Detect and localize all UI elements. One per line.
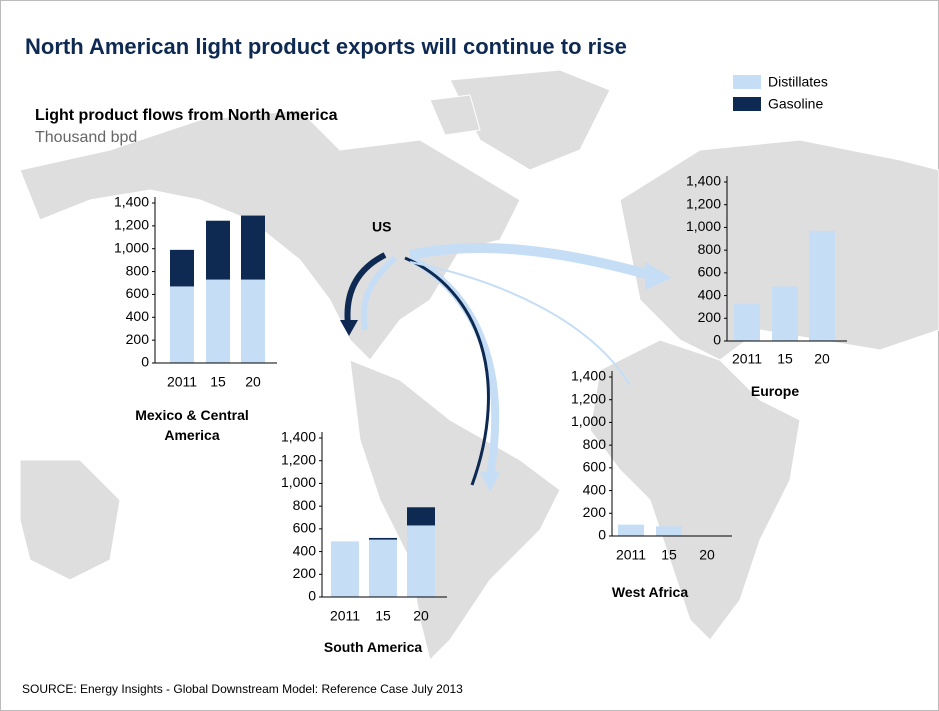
bar-segment	[206, 220, 230, 280]
x-tick-label: 20	[413, 608, 429, 624]
region-label: West Africa	[611, 584, 689, 600]
y-tick-label: 1,200	[281, 451, 316, 467]
arrow-west-africa	[409, 261, 631, 386]
bar-segment	[170, 249, 194, 287]
arrow-head	[480, 472, 500, 492]
bar-segment	[656, 526, 682, 536]
y-tick-label: 0	[598, 527, 606, 543]
region-label: Europe	[750, 383, 800, 399]
x-tick-label: 15	[661, 547, 677, 563]
y-tick-label: 1,400	[281, 429, 316, 445]
slide-title: North American light product exports wil…	[25, 34, 627, 59]
region-label: Mexico & Central America	[135, 407, 249, 443]
origin-label: US	[372, 219, 391, 235]
arrow-europe	[408, 242, 652, 280]
y-tick-label: 1,400	[571, 368, 606, 384]
unit-label: Thousand bpd	[35, 129, 137, 146]
y-tick-label: 200	[698, 309, 722, 325]
x-tick-label: 2011	[732, 351, 762, 367]
legend-label: Distillates	[768, 74, 828, 90]
bar-segment	[170, 286, 194, 363]
y-tick-label: 200	[293, 565, 317, 581]
y-tick-label: 1,400	[686, 173, 721, 189]
legend-label: Gasoline	[768, 96, 823, 112]
legend-swatch	[733, 97, 761, 111]
y-tick-label: 1,000	[114, 239, 149, 255]
arrow-south-america-gasoline	[404, 256, 490, 486]
chart-heading: Light product flows from North America	[35, 107, 338, 124]
x-tick-label: 15	[210, 374, 226, 390]
x-tick-label: 20	[699, 547, 715, 563]
y-tick-label: 800	[293, 497, 317, 513]
y-tick-label: 600	[293, 520, 317, 536]
x-tick-label: 20	[814, 351, 830, 367]
bar-segment	[241, 215, 265, 280]
y-tick-label: 1,400	[114, 194, 149, 210]
source-note: SOURCE: Energy Insights - Global Downstr…	[22, 682, 463, 696]
legend-swatch	[733, 75, 761, 89]
bar-segment	[618, 524, 644, 536]
bar-segment	[772, 286, 798, 341]
bar-segment	[809, 230, 835, 341]
x-tick-label: 20	[245, 374, 261, 390]
bar-segment	[241, 279, 265, 363]
flow-arrows	[340, 242, 672, 492]
y-tick-label: 0	[713, 332, 721, 348]
bar-segment	[407, 525, 435, 597]
bar-segment	[407, 507, 435, 526]
arrow-mexico-gasoline	[344, 252, 387, 326]
bar-segment	[369, 537, 397, 540]
x-tick-label: 2011	[616, 547, 646, 563]
arrow-mexico-distillates	[360, 255, 397, 331]
arrow-head	[645, 262, 672, 290]
y-tick-label: 400	[583, 481, 607, 497]
y-tick-label: 1,200	[686, 195, 721, 211]
y-tick-label: 200	[126, 331, 150, 347]
x-tick-label: 15	[777, 351, 793, 367]
bar-segment	[369, 539, 397, 597]
y-tick-label: 0	[141, 354, 149, 370]
y-tick-label: 600	[583, 459, 607, 475]
x-tick-label: 2011	[167, 374, 197, 390]
y-tick-label: 400	[698, 286, 722, 302]
y-tick-label: 800	[126, 262, 150, 278]
y-tick-label: 600	[698, 264, 722, 280]
bar-segment	[206, 279, 230, 363]
bar-segment	[734, 303, 760, 341]
y-tick-label: 800	[583, 436, 607, 452]
y-tick-label: 400	[126, 308, 150, 324]
x-tick-label: 15	[375, 608, 391, 624]
y-tick-label: 1,200	[571, 390, 606, 406]
bar-segment	[331, 541, 359, 597]
y-tick-label: 200	[583, 504, 607, 520]
region-label: South America	[323, 639, 423, 655]
arrow-head	[340, 320, 358, 336]
y-tick-label: 1,200	[114, 217, 149, 233]
y-tick-label: 1,000	[571, 413, 606, 429]
y-tick-label: 800	[698, 241, 722, 257]
y-tick-label: 400	[293, 542, 317, 558]
y-tick-label: 1,000	[686, 218, 721, 234]
y-tick-label: 0	[308, 588, 316, 604]
y-tick-label: 1,000	[281, 474, 316, 490]
y-tick-label: 600	[126, 285, 150, 301]
x-tick-label: 2011	[330, 608, 360, 624]
map	[19, 69, 939, 661]
